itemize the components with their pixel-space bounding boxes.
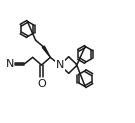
Text: N: N xyxy=(6,59,14,69)
Text: O: O xyxy=(37,78,46,89)
Text: N: N xyxy=(56,60,64,70)
Polygon shape xyxy=(42,46,50,57)
